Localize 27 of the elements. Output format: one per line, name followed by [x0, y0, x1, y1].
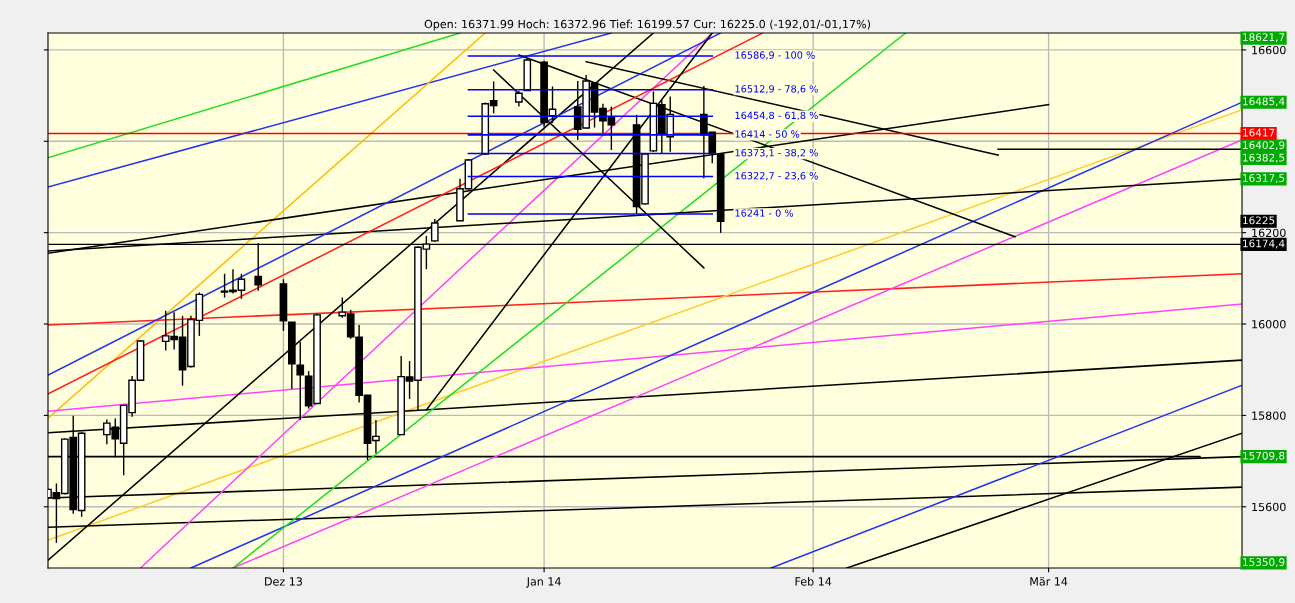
text: 16241 - 0 % [735, 209, 794, 217]
x-tick-label: Jan 14 [526, 577, 561, 588]
text: 16414 - 50 % [735, 130, 800, 138]
text: 18621,7 [1243, 33, 1285, 43]
y-tick-label: 15600 [1252, 502, 1286, 512]
annotation: 16402,9 [1243, 141, 1285, 151]
text: 16373,1 - 38,2 % [735, 149, 818, 158]
x-tick-label: Feb 14 [795, 577, 832, 586]
annotation: 16317,5 [1243, 174, 1285, 184]
x-tick-label: Dez 13 [265, 577, 302, 586]
y-tick-label: 15800 [1252, 411, 1286, 420]
text: 16512,9 - 78,6 % [735, 85, 818, 94]
text: 16454,8 - 61,8 % [735, 111, 818, 121]
y-tick-label: 16200 [1252, 228, 1286, 238]
text: 15350,9 [1243, 558, 1285, 568]
y-tick-label: 16600 [1252, 45, 1286, 55]
y-tick-label: 16000 [1252, 320, 1286, 329]
chart-title: Open: 16371.99 Hoch: 16372.96 Tief: 16199.57 Cur: 16225.0 (-192,01/-01,17%) [424, 19, 871, 31]
annotation: 15709,8 [1243, 451, 1285, 461]
x-tick-label: Mär 14 [1030, 577, 1068, 586]
text: 16586,9 - 100 % [735, 51, 815, 60]
text: 16322,7 - 23,6 % [735, 172, 818, 181]
annotation: 16485,4 [1243, 97, 1285, 107]
ref-line-label: 16174,4 [1243, 239, 1285, 249]
text: 16225 [1243, 216, 1275, 225]
ref-line-label: 16417 [1243, 128, 1275, 137]
annotation: 16382,5 [1243, 153, 1285, 163]
